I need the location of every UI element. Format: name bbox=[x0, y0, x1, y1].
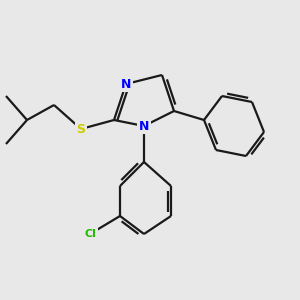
Text: S: S bbox=[76, 122, 85, 136]
Text: N: N bbox=[139, 119, 149, 133]
Text: Cl: Cl bbox=[84, 229, 96, 239]
Text: N: N bbox=[121, 77, 131, 91]
